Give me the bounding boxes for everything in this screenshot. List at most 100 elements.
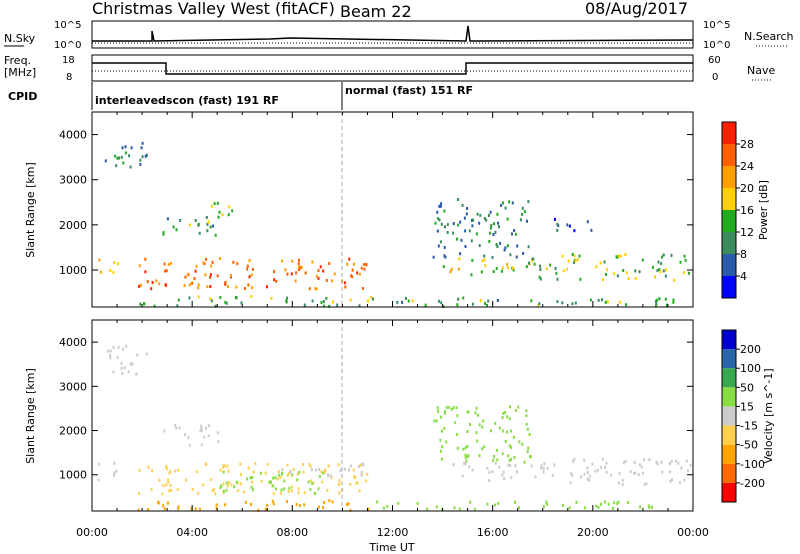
velocity-cell (464, 453, 467, 457)
velocity-cell (276, 477, 279, 481)
power-cell (509, 253, 512, 257)
power-cell (449, 270, 452, 274)
power-cell (322, 304, 325, 308)
velocity-cell (643, 483, 646, 487)
power-cell (146, 280, 149, 284)
power-cell (659, 270, 662, 274)
power-cell (672, 300, 675, 304)
velocity-colorbar-tick: -200 (740, 477, 765, 490)
power-cell (504, 206, 507, 210)
power-cell (554, 267, 557, 270)
power-cell (436, 210, 439, 214)
power-cell (625, 271, 628, 275)
power-cell (606, 268, 608, 272)
power-cell (494, 230, 497, 234)
velocity-cell (508, 459, 511, 462)
velocity-cell (473, 507, 476, 511)
velocity-cell (518, 440, 521, 444)
velocity-cell (670, 459, 673, 463)
power-cell (500, 269, 503, 273)
velocity-cell (509, 464, 512, 467)
velocity-cell (501, 473, 504, 477)
velocity-cell (257, 508, 260, 512)
power-cell (230, 274, 232, 277)
power-cell (251, 286, 253, 290)
power-cell (129, 165, 132, 169)
velocity-cell (521, 442, 524, 446)
velocity-cell (174, 423, 177, 427)
velocity-cell (260, 479, 263, 483)
power-colorbar-swatch (722, 144, 736, 166)
velocity-cell (466, 410, 469, 414)
velocity-cell (482, 419, 485, 423)
velocity-cell (562, 503, 564, 507)
power-cell (401, 300, 404, 304)
velocity-cell (277, 470, 280, 473)
velocity-cell (440, 457, 443, 461)
velocity-cell (331, 500, 334, 504)
velocity-cell (542, 467, 545, 471)
velocity-cell (177, 507, 180, 511)
power-cell (466, 207, 469, 210)
power-cell (116, 262, 119, 266)
power-cell (113, 261, 116, 265)
power-cell (232, 260, 235, 264)
velocity-cell (138, 468, 141, 472)
velocity-cell (365, 479, 367, 483)
velocity-cell (448, 405, 451, 409)
velocity-cell (501, 452, 504, 456)
power-cell (315, 274, 318, 278)
power-cell (471, 219, 473, 222)
velocity-cell (205, 426, 207, 430)
cpid-segment-2: normal (fast) 151 RF (345, 84, 473, 97)
velocity-cell (645, 482, 648, 486)
velocity-cell (349, 464, 352, 468)
velocity-cell (493, 455, 496, 458)
power-cell (503, 248, 506, 252)
power-cell (627, 277, 630, 281)
noise-right-tick-low: 10^0 (703, 40, 730, 51)
velocity-cell (469, 500, 472, 504)
velocity-cell (122, 347, 125, 351)
power-cell (458, 257, 461, 261)
power-cell (281, 259, 284, 263)
velocity-cell (338, 491, 341, 495)
velocity-cell (215, 503, 218, 507)
power-cell (586, 220, 589, 224)
velocity-cell (302, 470, 305, 474)
velocity-cell (214, 492, 217, 496)
velocity-colorbar: 200 100 50 15 -15 -50 -100 -200 (721, 329, 765, 503)
velocity-cell (113, 471, 116, 475)
velocity-cell (249, 476, 252, 480)
velocity-cell (575, 500, 578, 504)
power-cell (615, 255, 618, 259)
velocity-cell (639, 463, 641, 467)
power-colorbar-tick: 8 (740, 248, 747, 261)
power-cell (539, 277, 542, 281)
velocity-cell (546, 502, 548, 506)
velocity-cell (595, 504, 598, 508)
velocity-colorbar-tick: 50 (740, 381, 754, 394)
velocity-cell (495, 448, 498, 452)
power-cell (656, 269, 659, 273)
power-cell (437, 244, 440, 248)
velocity-cell (597, 505, 600, 509)
power-cell (216, 201, 219, 205)
velocity-cell (352, 468, 355, 472)
power-colorbar-swatch (722, 210, 736, 232)
velocity-cell (113, 461, 116, 465)
power-cell (219, 257, 222, 260)
power-cell (478, 244, 481, 248)
velocity-cell (216, 431, 219, 435)
velocity-cell (527, 446, 530, 450)
power-cell (682, 271, 685, 275)
velocity-cell (165, 483, 168, 487)
power-cell (492, 233, 495, 236)
velocity-cell (616, 501, 619, 505)
velocity-cell (259, 471, 262, 475)
velocity-cell (266, 462, 269, 466)
velocity-cell (588, 478, 590, 482)
power-cell (489, 210, 492, 214)
power-cell (502, 201, 504, 205)
velocity-cell (580, 475, 583, 479)
